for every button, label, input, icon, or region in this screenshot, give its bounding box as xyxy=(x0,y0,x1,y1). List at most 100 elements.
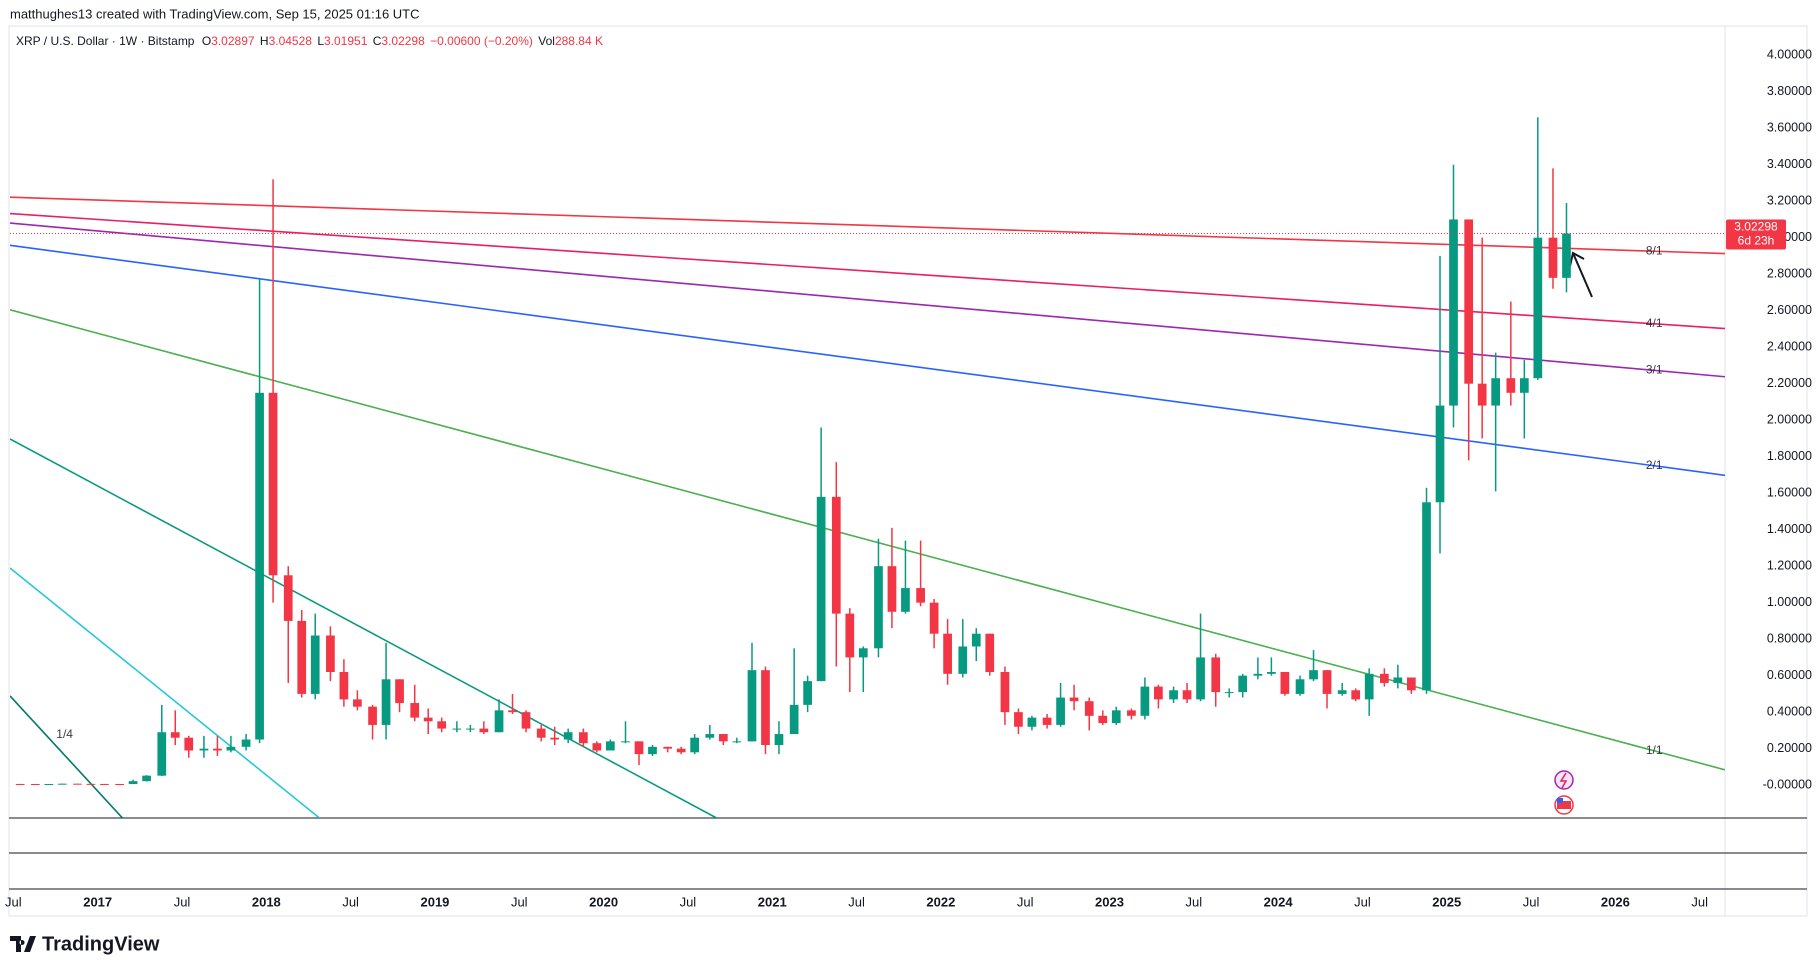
plot-area xyxy=(10,117,1725,818)
candle-body xyxy=(845,613,855,658)
x-tick-label: 2026 xyxy=(1601,894,1630,909)
x-tick-label: 2023 xyxy=(1095,894,1124,909)
y-tick-label: 2.40000 xyxy=(1767,339,1812,353)
candle-body xyxy=(1000,672,1010,713)
candle-body xyxy=(30,784,40,786)
candle-body xyxy=(1422,502,1431,691)
trend-line-label: 4/1 xyxy=(1646,316,1663,330)
legend-key: H xyxy=(260,34,269,48)
trend-line xyxy=(10,212,1725,330)
x-tick-label: Jul xyxy=(1017,894,1034,909)
candle-body xyxy=(326,635,335,673)
trend-line xyxy=(10,222,1725,378)
candle-body xyxy=(1406,677,1416,691)
candle-body xyxy=(1562,233,1571,278)
x-tick-label: Jul xyxy=(680,894,697,909)
candle-body xyxy=(1295,679,1305,694)
legend-key: Vol xyxy=(538,34,555,48)
candle-body xyxy=(761,670,770,746)
trend-line xyxy=(10,695,124,818)
candle-body xyxy=(958,646,968,674)
x-tick-label: 2019 xyxy=(420,894,449,909)
y-tick-label: 4.00000 xyxy=(1767,47,1812,61)
candle-body xyxy=(1506,378,1516,393)
legend-value: 3.01951 xyxy=(324,34,368,48)
candle-body xyxy=(1351,690,1361,700)
symbol: XRP / U.S. Dollar · 1W · Bitstamp xyxy=(16,34,195,48)
candle-body xyxy=(901,588,910,612)
x-tick-label: Jul xyxy=(174,894,191,909)
candle-body xyxy=(536,728,546,738)
candle-body xyxy=(747,670,757,742)
legend-value: 3.04528 xyxy=(269,34,313,48)
y-tick-label: 1.20000 xyxy=(1767,558,1812,572)
candle-body xyxy=(410,703,420,718)
trend-line-label: 1/4 xyxy=(56,727,73,741)
candle-body xyxy=(1154,686,1163,700)
trend-line-label: 2/1 xyxy=(1646,458,1663,472)
candle-body xyxy=(605,741,615,751)
candle-body xyxy=(1140,686,1150,716)
candle-body xyxy=(1533,237,1543,379)
y-tick-label: 3.60000 xyxy=(1767,120,1812,134)
y-tick-label: 0.40000 xyxy=(1767,704,1812,718)
candle-body xyxy=(1464,219,1474,384)
candle-body xyxy=(521,712,531,729)
price-tag-value: 3.02298 xyxy=(1734,220,1778,234)
legend-key: O xyxy=(202,34,211,48)
y-tick-label: -0.00000 xyxy=(1763,777,1812,791)
candle-body xyxy=(831,496,841,614)
candle-body xyxy=(1435,405,1445,503)
candle-body xyxy=(199,748,209,751)
trend-line-label: 1/1 xyxy=(1646,743,1663,757)
legend-value: 3.02298 xyxy=(381,34,425,48)
x-tick-label: Jul xyxy=(511,894,528,909)
y-tick-label: 0.20000 xyxy=(1767,741,1812,755)
candle-body xyxy=(466,728,475,730)
y-tick-label: 0.80000 xyxy=(1767,631,1812,645)
y-tick-label: 1.80000 xyxy=(1767,449,1812,463)
candle-body xyxy=(1238,675,1248,693)
y-tick-label: 2.20000 xyxy=(1767,376,1812,390)
candle-body xyxy=(789,704,799,735)
candle-body xyxy=(1196,657,1205,700)
candle-body xyxy=(213,748,222,751)
y-tick-label: 2.00000 xyxy=(1767,412,1812,426)
y-tick-label: 0.60000 xyxy=(1767,668,1812,682)
candle-body xyxy=(128,781,138,785)
candle-body xyxy=(1014,712,1023,727)
candle-body xyxy=(929,602,939,634)
candle-body xyxy=(381,679,391,725)
legend-key: C xyxy=(373,34,382,48)
legend-key: L xyxy=(317,34,324,48)
candle-body xyxy=(241,739,251,747)
y-tick-label: 1.40000 xyxy=(1767,522,1812,536)
logo-text: TradingView xyxy=(42,933,160,955)
candle-body xyxy=(1211,657,1221,693)
candle-body xyxy=(1477,383,1487,406)
candle-body xyxy=(803,681,812,705)
price-tag xyxy=(1726,219,1786,250)
candle-body xyxy=(44,783,54,785)
candle-body xyxy=(268,392,278,576)
candle-body xyxy=(1027,717,1037,727)
candle-body xyxy=(943,633,952,674)
legend-change: −0.00600 xyxy=(430,34,481,48)
x-tick-label: 2022 xyxy=(926,894,955,909)
x-tick-label: Jul xyxy=(1354,894,1371,909)
candle-body xyxy=(1098,715,1108,724)
legend-change-pct: (−0.20%) xyxy=(484,34,533,48)
candle-body xyxy=(494,710,504,733)
x-tick-label: 2018 xyxy=(252,894,281,909)
trend-line xyxy=(10,438,717,818)
candle-body xyxy=(297,620,307,694)
candle-body xyxy=(578,732,588,744)
annotation-arrow xyxy=(1569,251,1593,298)
candle-body xyxy=(479,728,489,733)
candle-body xyxy=(1309,670,1318,680)
candle-body xyxy=(1253,673,1263,676)
ohlc-legend: XRP / U.S. Dollar · 1W · Bitstamp O3.028… xyxy=(16,34,603,48)
candle-body xyxy=(1548,237,1558,278)
y-tick-label: 3.20000 xyxy=(1767,193,1812,207)
